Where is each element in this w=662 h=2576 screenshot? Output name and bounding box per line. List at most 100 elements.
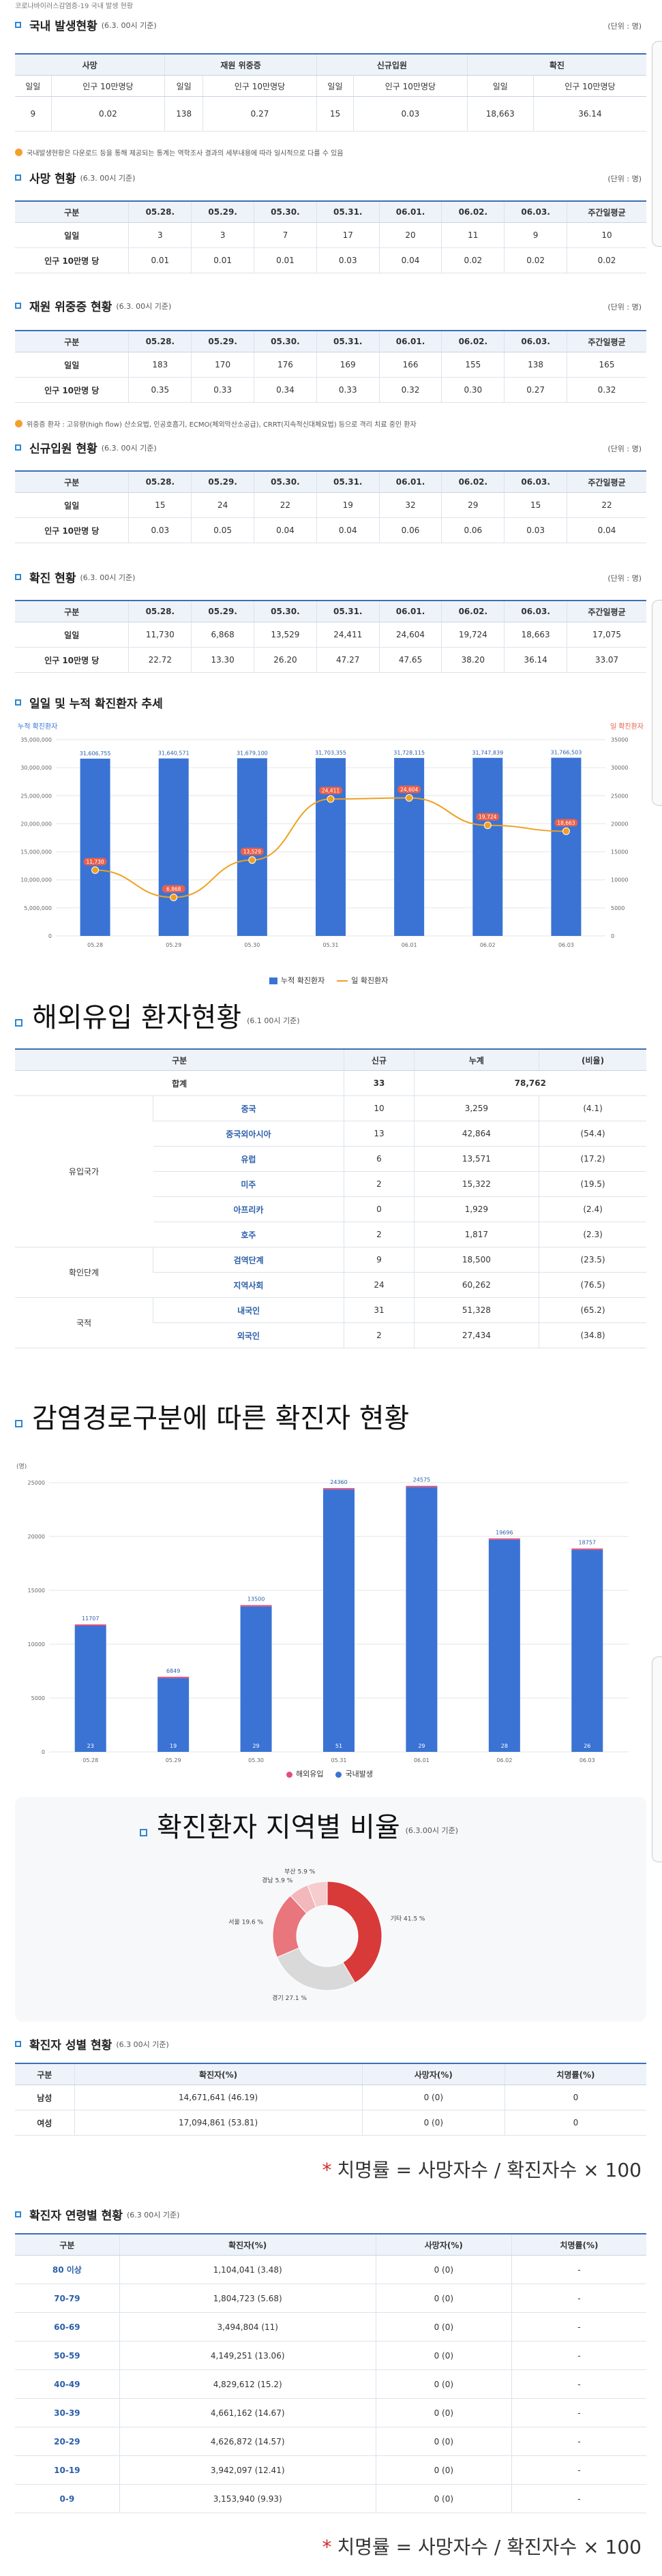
legend-label: 누적 확진환자 bbox=[281, 976, 325, 985]
table-cell: 0.27 bbox=[504, 377, 567, 403]
left-tick-label: 35,000,000 bbox=[20, 737, 52, 743]
table-cell: 176 bbox=[254, 352, 317, 378]
table-cell: 0 bbox=[504, 2085, 646, 2110]
table-cell: 15 bbox=[128, 492, 192, 518]
fatality-formula: * 치명률 = 사망자수 / 확진자수 × 100 bbox=[322, 2155, 642, 2183]
confirmed-sub: (6.3. 00시 기준) bbox=[80, 573, 136, 582]
table-cell: 10 bbox=[344, 1095, 415, 1121]
daily-label-badge bbox=[319, 787, 342, 795]
column-header: 05.28. bbox=[128, 330, 192, 352]
side-panel-tab bbox=[652, 1656, 662, 1862]
table-cell: (65.2) bbox=[539, 1297, 646, 1323]
table-cell: 0 (0) bbox=[375, 2455, 512, 2485]
column-header: 05.29. bbox=[191, 470, 254, 493]
severe-unit: (단위 : 명) bbox=[607, 303, 642, 312]
column-header: 06.02. bbox=[441, 200, 505, 223]
x-tick-label: 05.28 bbox=[82, 1757, 98, 1763]
note-1: 국내발생현황은 다운로드 등을 통해 제공되는 통계는 역학조사 결과의 세부내… bbox=[15, 147, 344, 157]
table-cell: 0 (0) bbox=[375, 2369, 512, 2399]
overseas-value-label: 28 bbox=[501, 1743, 508, 1749]
row-header: 40-49 bbox=[15, 2369, 120, 2399]
table-row: 70-79 1,804,723 (5.68) 0 (0) - bbox=[15, 2284, 646, 2313]
route-title-text: 감염경로구분에 따른 확진자 현황 bbox=[32, 1403, 410, 1434]
row-header: 0-9 bbox=[15, 2484, 120, 2513]
table-row: 인구 10만명 당 0.03 0.05 0.04 0.04 0.06 0.06 0.03 0.0… bbox=[15, 517, 646, 543]
table-cell: 4,626,872 (14.57) bbox=[119, 2427, 376, 2456]
section-marker-icon bbox=[15, 2041, 21, 2047]
table-cell: 27,434 bbox=[413, 1322, 539, 1348]
table-row: 80 이상 1,104,041 (3.48) 0 (0) - bbox=[15, 2255, 646, 2284]
death-title-text: 사망 현황 bbox=[29, 172, 76, 186]
column-header: 확진자(%) bbox=[119, 2233, 376, 2256]
overseas-bar bbox=[406, 1485, 438, 1487]
table-cell: 0.30 bbox=[441, 377, 505, 403]
y-tick-label: 20000 bbox=[28, 1534, 45, 1540]
section-marker-icon bbox=[15, 175, 21, 181]
total-value-label: 6849 bbox=[166, 1668, 180, 1674]
domestic-bar bbox=[74, 1626, 106, 1752]
table-cell: (23.5) bbox=[539, 1247, 646, 1273]
column-header: (비율) bbox=[539, 1048, 646, 1071]
overseas-bar bbox=[157, 1676, 190, 1678]
admit-title: 신규입원 현황 (6.3. 00시 기준) bbox=[15, 439, 157, 456]
row-header: 일일 bbox=[15, 622, 129, 648]
left-tick-label: 20,000,000 bbox=[20, 821, 52, 827]
table-row: 지역사회 24 60,262 (76.5) bbox=[15, 1272, 646, 1298]
column-header: 주간일평균 bbox=[567, 200, 646, 223]
legend-swatch-line bbox=[337, 980, 348, 982]
pie-slice bbox=[327, 1881, 382, 1984]
table-cell: 4,149,251 (13.06) bbox=[119, 2341, 376, 2370]
cumulative-value-label: 31,640,571 bbox=[158, 751, 190, 757]
death-sub: (6.3. 00시 기준) bbox=[80, 173, 136, 183]
asterisk-icon: * bbox=[322, 2159, 332, 2181]
table-cell: 155 bbox=[441, 352, 505, 378]
table-cell: 20 bbox=[378, 222, 442, 248]
total-value-label: 11707 bbox=[82, 1616, 99, 1622]
table-cell: 9 bbox=[504, 222, 567, 248]
route-title: 감염경로구분에 따른 확진자 현황 bbox=[15, 1396, 409, 1436]
table-cell: 18,663 bbox=[504, 622, 567, 648]
total-cum: 78,762 bbox=[413, 1070, 646, 1096]
table-cell: 17,094,861 (53.81) bbox=[74, 2110, 363, 2136]
table-cell: 0.02 bbox=[50, 96, 165, 132]
table-cell: 18,663 bbox=[466, 96, 534, 132]
table-cell: (76.5) bbox=[539, 1272, 646, 1298]
column-header: 05.28. bbox=[128, 470, 192, 493]
overseas-value-label: 51 bbox=[335, 1743, 342, 1749]
daily-label-badge bbox=[83, 858, 107, 866]
x-tick-label: 06.01 bbox=[402, 942, 417, 948]
column-header: 주간일평균 bbox=[567, 600, 646, 622]
side-panel-tab bbox=[652, 600, 662, 806]
column-header: 06.03. bbox=[504, 470, 567, 493]
column-header: 구분 bbox=[15, 200, 129, 223]
table-row: 10-19 3,942,097 (12.41) 0 (0) - bbox=[15, 2455, 646, 2485]
legend-dot bbox=[335, 1771, 342, 1778]
table-cell: 7 bbox=[254, 222, 317, 248]
table-cell: 38.20 bbox=[441, 647, 505, 673]
table-cell: 0.32 bbox=[378, 377, 442, 403]
column-header: 인구 10만명당 bbox=[202, 75, 317, 97]
section-marker-icon bbox=[15, 22, 21, 28]
table-cell: 29 bbox=[441, 492, 505, 518]
row-header: 50-59 bbox=[15, 2341, 120, 2370]
row-header: 일일 bbox=[15, 352, 129, 378]
domestic-bar bbox=[157, 1678, 190, 1752]
formula-text: 치명률 = 사망자수 / 확진자수 × 100 bbox=[337, 2536, 642, 2558]
sex-title-text: 확진자 성별 현황 bbox=[29, 2039, 112, 2052]
daily-point bbox=[562, 827, 570, 835]
table-cell: 4,661,162 (14.67) bbox=[119, 2398, 376, 2427]
age-title-text: 확진자 연령별 현황 bbox=[29, 2209, 123, 2223]
daily-value-label: 6,868 bbox=[166, 886, 181, 892]
column-header: 신규 bbox=[344, 1048, 415, 1071]
x-tick-label: 05.31 bbox=[331, 1757, 347, 1763]
table-row: 남성 14,671,641 (46.19) 0 (0) 0 bbox=[15, 2085, 646, 2110]
table-cell: - bbox=[511, 2455, 646, 2485]
severe-title: 재원 위중증 현황 (6.3. 00시 기준) bbox=[15, 297, 171, 314]
column-header: 05.30. bbox=[254, 330, 317, 352]
daily-value-label: 24,604 bbox=[400, 787, 418, 793]
table-row: 40-49 4,829,612 (15.2) 0 (0) - bbox=[15, 2369, 646, 2399]
legend-item-cumulative: 누적 확진환자 bbox=[269, 975, 325, 986]
row-header: 30-39 bbox=[15, 2398, 120, 2427]
table-cell: (34.8) bbox=[539, 1322, 646, 1348]
x-tick-label: 06.03 bbox=[580, 1757, 595, 1763]
